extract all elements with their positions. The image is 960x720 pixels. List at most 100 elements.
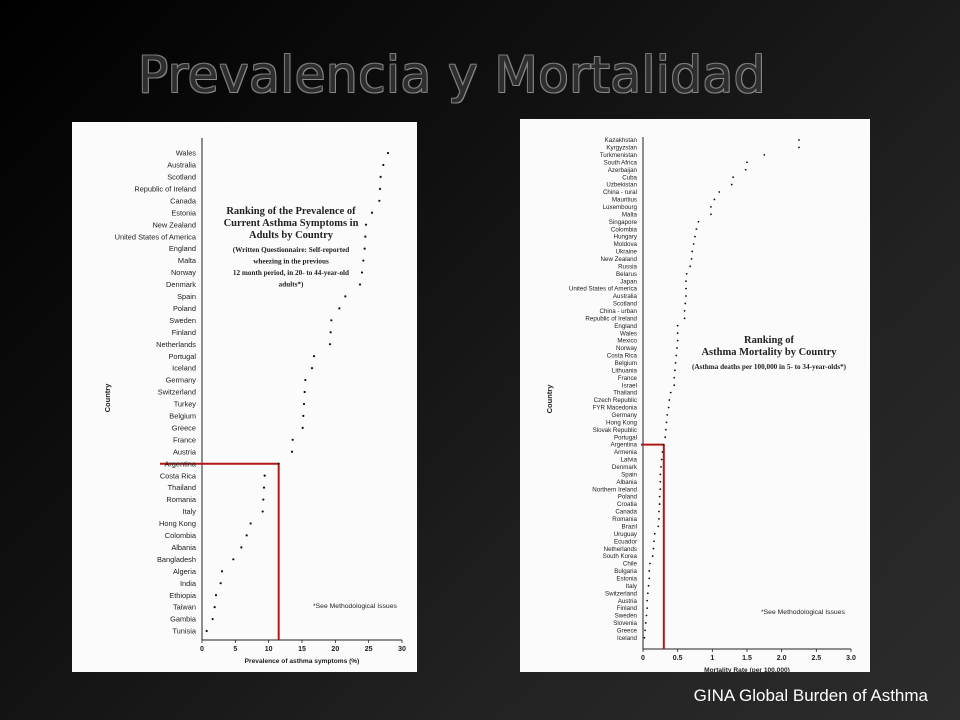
data-point (763, 153, 766, 156)
x-tick-label: 2.0 (777, 655, 787, 662)
data-point (363, 247, 366, 250)
methodology-note: *See Methodological Issues (761, 609, 845, 616)
country-label: Japan (620, 278, 637, 285)
data-point (713, 198, 716, 201)
data-point (249, 522, 252, 525)
data-point (667, 406, 670, 409)
data-point (676, 339, 679, 342)
data-point (386, 151, 390, 155)
country-label: Mauritius (612, 197, 637, 204)
country-label: Hungary (614, 234, 638, 241)
data-point (664, 436, 667, 439)
data-point (695, 228, 698, 231)
data-point (691, 250, 694, 253)
data-point (660, 466, 662, 468)
data-point (382, 163, 385, 167)
country-label: England (614, 323, 637, 330)
data-point (683, 309, 686, 312)
data-point (648, 570, 651, 572)
data-point (675, 354, 678, 357)
data-point (240, 546, 243, 549)
data-point (652, 547, 655, 550)
data-point (646, 592, 649, 595)
country-label: Portugal (168, 352, 196, 361)
country-label: France (618, 375, 638, 382)
data-point (658, 510, 660, 513)
data-point (261, 510, 264, 513)
data-point (302, 402, 306, 406)
data-point (694, 235, 696, 238)
country-label: Chile (623, 561, 638, 568)
country-label: Scotland (167, 173, 196, 182)
country-label: Uruguay (614, 531, 638, 538)
x-tick-label: 0 (200, 646, 204, 653)
data-point (685, 287, 687, 290)
data-point (302, 414, 305, 417)
data-point (211, 617, 214, 621)
country-label: Iceland (617, 635, 638, 642)
x-tick-label: 20 (331, 646, 339, 653)
data-point (710, 213, 712, 216)
country-label: Taiwan (173, 603, 196, 612)
country-label: Kazakhstan (605, 137, 638, 144)
country-label: Italy (626, 583, 638, 590)
country-label: Malta (178, 256, 197, 265)
data-point (220, 570, 224, 573)
country-label: Norway (616, 345, 638, 352)
country-label: New Zealand (601, 256, 638, 263)
chart-title-line: Adults by Country (249, 230, 334, 241)
data-point (648, 577, 651, 580)
country-label: Argentina (164, 459, 197, 468)
country-label: Czech Republic (594, 397, 637, 404)
country-label: Croatia (617, 501, 638, 508)
data-point (666, 414, 669, 416)
country-label: England (169, 244, 196, 253)
data-point (668, 399, 671, 401)
country-label: Portugal (614, 434, 637, 441)
country-label: Cuba (622, 174, 637, 181)
country-label: Moldova (614, 241, 638, 248)
x-tick-label: 5 (233, 646, 237, 653)
data-point (262, 498, 265, 501)
country-label: Scotland (613, 301, 638, 308)
data-point (676, 324, 679, 327)
data-point (658, 518, 660, 520)
country-label: France (173, 435, 196, 444)
data-point (358, 283, 362, 286)
country-label: Israel (622, 382, 637, 389)
country-label: Thailand (613, 390, 637, 397)
country-label: Ukraine (616, 249, 638, 256)
country-label: Austria (173, 447, 197, 456)
country-label: Northern Ireland (592, 486, 637, 493)
country-label: Estonia (616, 575, 637, 582)
country-label: Iceland (172, 364, 196, 373)
data-point (710, 205, 712, 208)
data-point (718, 191, 721, 193)
country-label: Azerbaijan (608, 167, 638, 174)
country-label: Tunisia (172, 627, 196, 636)
data-point (310, 367, 314, 370)
data-point (732, 176, 735, 179)
data-point (660, 458, 663, 461)
x-axis-title: Prevalence of asthma symptoms (%) (245, 658, 360, 665)
data-point (662, 443, 665, 446)
country-label: China - rural (603, 189, 637, 196)
data-point (684, 302, 687, 305)
country-label: Turkey (174, 400, 197, 409)
data-point (290, 450, 294, 453)
country-label: Brazil (622, 523, 637, 530)
data-point (689, 265, 692, 268)
x-tick-label: 1 (710, 655, 714, 662)
country-label: Singapore (609, 219, 638, 226)
data-point (657, 525, 660, 528)
data-point (658, 503, 661, 505)
country-label: Australia (167, 161, 197, 170)
data-point (644, 622, 647, 624)
country-label: Spain (621, 471, 637, 478)
country-label: Algeria (173, 567, 197, 576)
x-tick-label: 2.5 (811, 655, 821, 662)
country-label: Sweden (169, 316, 196, 325)
country-label: Netherlands (156, 340, 196, 349)
country-label: Kyrgyzstan (606, 145, 637, 152)
country-label: Lithuania (612, 367, 638, 374)
